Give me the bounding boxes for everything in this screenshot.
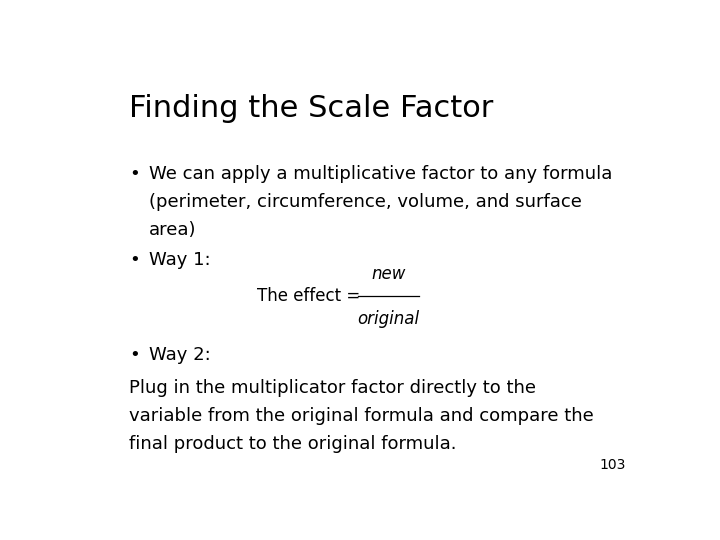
- Text: area): area): [148, 221, 196, 239]
- Text: Plug in the multiplicator factor directly to the: Plug in the multiplicator factor directl…: [129, 379, 536, 397]
- Text: Finding the Scale Factor: Finding the Scale Factor: [129, 94, 493, 123]
- Text: variable from the original formula and compare the: variable from the original formula and c…: [129, 407, 594, 425]
- Text: Way 1:: Way 1:: [148, 252, 210, 269]
- Text: •: •: [129, 165, 140, 183]
- Text: (perimeter, circumference, volume, and surface: (perimeter, circumference, volume, and s…: [148, 193, 582, 211]
- Text: •: •: [129, 346, 140, 364]
- Text: •: •: [129, 252, 140, 269]
- Text: new: new: [372, 265, 405, 283]
- Text: The effect =: The effect =: [258, 287, 366, 306]
- Text: 103: 103: [599, 458, 626, 472]
- Text: final product to the original formula.: final product to the original formula.: [129, 435, 456, 453]
- Text: Way 2:: Way 2:: [148, 346, 210, 364]
- Text: original: original: [357, 310, 420, 328]
- Text: We can apply a multiplicative factor to any formula: We can apply a multiplicative factor to …: [148, 165, 612, 183]
